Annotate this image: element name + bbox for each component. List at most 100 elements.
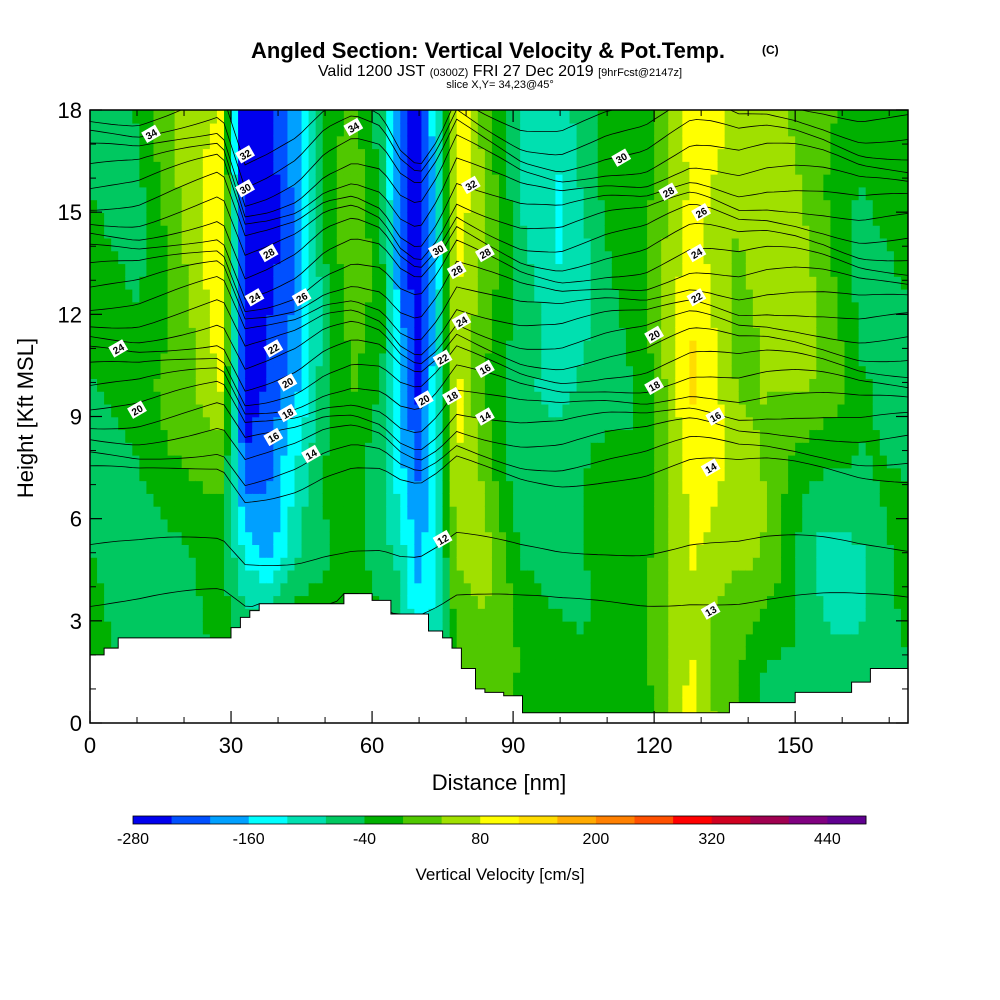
field-cell: [301, 505, 310, 520]
field-cell: [766, 633, 775, 648]
field-cell: [294, 531, 303, 546]
field-cell: [625, 365, 634, 379]
field-cell: [759, 173, 768, 188]
field-cell: [717, 544, 726, 558]
field-cell: [527, 365, 536, 379]
field-cell: [520, 173, 529, 188]
field-cell: [668, 263, 677, 277]
field-cell: [301, 250, 310, 265]
field-cell: [188, 531, 197, 546]
field-cell: [350, 301, 359, 316]
field-cell: [583, 352, 592, 367]
field-cell: [329, 390, 338, 405]
field-cell: [343, 582, 352, 597]
field-cell: [125, 224, 134, 239]
field-cell: [611, 339, 620, 354]
field-cell: [738, 148, 747, 162]
field-cell: [689, 327, 698, 341]
field-cell: [597, 480, 606, 494]
field-cell: [513, 442, 521, 456]
field-cell: [759, 556, 768, 571]
field-cell: [153, 390, 162, 405]
field-cell: [759, 505, 768, 520]
field-cell: [611, 390, 620, 405]
field-cell: [470, 250, 479, 265]
field-cell: [160, 327, 169, 341]
field-cell: [280, 352, 289, 367]
field-cell: [259, 378, 268, 392]
field-cell: [491, 365, 500, 379]
field-cell: [491, 403, 500, 418]
field-cell: [781, 250, 789, 265]
field-cell: [252, 582, 261, 597]
field-cell: [640, 301, 648, 316]
field-cell: [153, 467, 162, 482]
field-cell: [597, 646, 606, 660]
field-cell: [534, 544, 543, 558]
field-cell: [534, 135, 543, 150]
field-cell: [618, 352, 627, 367]
field-cell: [562, 148, 571, 162]
field-cell: [625, 531, 634, 546]
field-cell: [668, 378, 677, 392]
field-cell: [463, 161, 472, 175]
field-cell: [731, 212, 740, 226]
field-cell: [766, 390, 775, 405]
field-cell: [668, 237, 677, 252]
field-cell: [484, 569, 493, 584]
chart-slice-info: slice X,Y= 34,23@45°: [446, 79, 554, 91]
field-cell: [97, 339, 105, 354]
field-cell: [167, 569, 176, 584]
field-cell: [146, 212, 155, 226]
field-cell: [513, 403, 521, 418]
field-cell: [329, 518, 338, 533]
field-cell: [781, 314, 789, 328]
field-cell: [809, 161, 818, 175]
field-cell: [597, 620, 606, 635]
field-cell: [759, 378, 768, 392]
field-cell: [632, 327, 641, 341]
field-cell: [668, 250, 677, 265]
field-cell: [308, 390, 317, 405]
field-cell: [463, 595, 472, 609]
field-cell: [696, 365, 705, 379]
field-cell: [802, 646, 811, 660]
field-cell: [499, 378, 507, 392]
field-cell: [548, 173, 557, 188]
field-cell: [372, 582, 380, 597]
field-cell: [442, 314, 451, 328]
field-cell: [759, 671, 768, 686]
field-cell: [759, 301, 768, 316]
field-cell: [809, 148, 818, 162]
field-cell: [795, 263, 804, 277]
field-cell: [407, 569, 416, 584]
field-cell: [336, 442, 345, 456]
field-cell: [731, 518, 740, 533]
field-cell: [499, 684, 507, 699]
field-cell: [238, 365, 246, 379]
field-cell: [174, 454, 183, 469]
field-cell: [611, 250, 620, 265]
field-cell: [350, 442, 359, 456]
field-cell: [111, 454, 120, 469]
field-cell: [520, 620, 529, 635]
field-cell: [788, 403, 796, 418]
field-cell: [308, 237, 317, 252]
field-cell: [223, 569, 232, 584]
field-cell: [125, 327, 134, 341]
field-cell: [188, 454, 197, 469]
field-cell: [252, 301, 261, 316]
field-cell: [534, 352, 543, 367]
field-cell: [223, 237, 232, 252]
field-cell: [245, 531, 253, 546]
field-cell: [534, 531, 543, 546]
field-cell: [118, 531, 127, 546]
field-cell: [661, 480, 670, 494]
field-cell: [781, 442, 789, 456]
field-cell: [611, 161, 620, 175]
field-cell: [752, 263, 761, 277]
field-cell: [520, 122, 529, 137]
field-cell: [231, 493, 239, 507]
field-cell: [724, 582, 733, 597]
field-cell: [654, 646, 662, 660]
